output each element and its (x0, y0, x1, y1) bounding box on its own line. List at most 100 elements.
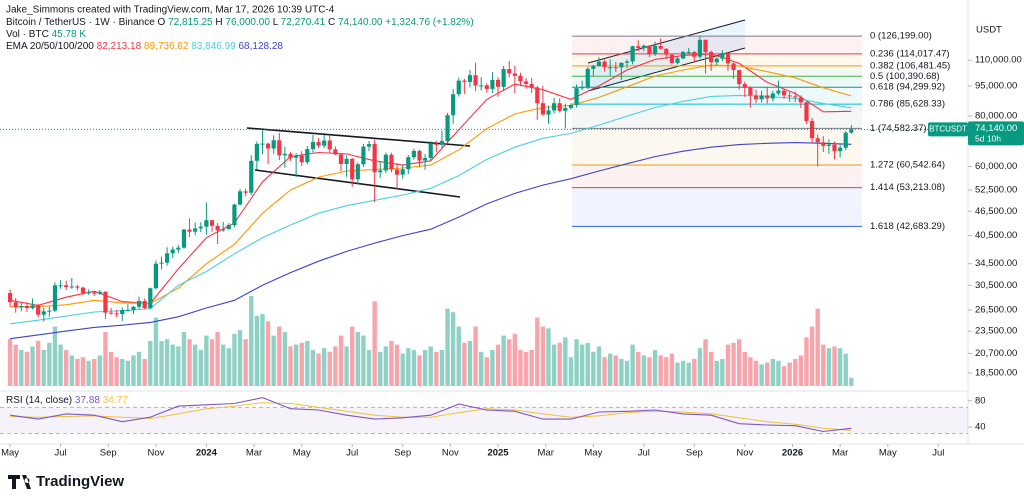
candle-body (546, 110, 551, 115)
candle-body (305, 149, 310, 163)
footer-logo: TradingView (8, 473, 124, 490)
volume-bar (153, 317, 159, 386)
volume-bar (535, 317, 540, 386)
candle-body (75, 286, 80, 288)
candle-body (585, 68, 590, 88)
volume-bar (288, 346, 293, 386)
ohlc-value: 74,140.00 (338, 17, 383, 28)
volume-bar (462, 342, 467, 386)
candle-body (333, 149, 338, 155)
volume-bar (512, 333, 518, 386)
candle-body (265, 143, 271, 149)
volume-bar (394, 344, 400, 386)
candle-body (237, 191, 243, 205)
rsi-ma-line (10, 402, 852, 431)
volume-bar (815, 308, 820, 386)
volume-bar (181, 332, 187, 386)
x-tick-label: Mar (832, 448, 848, 459)
candle-body (114, 313, 119, 315)
candle-body (316, 142, 321, 146)
candle-body (153, 263, 159, 289)
x-tick-label: Nov (442, 448, 459, 459)
y-tick-label: 46,500.00 (975, 206, 1017, 217)
candle-body (793, 96, 798, 98)
x-tick-label: May (584, 448, 602, 459)
candle-body (776, 90, 781, 94)
candle-body (47, 310, 52, 312)
candle-body (675, 58, 680, 63)
candle-body (434, 143, 439, 145)
volume-bar (563, 337, 568, 386)
y-tick-label: 110,000.00 (975, 55, 1022, 66)
candle-body (451, 94, 456, 116)
candle-body (568, 105, 574, 108)
candle-body (490, 79, 495, 89)
candle-body (92, 292, 97, 294)
candle-body (13, 302, 18, 308)
rsi-tick-label: 40 (975, 421, 986, 432)
candle-body (142, 300, 147, 309)
price-tag-bg (968, 121, 1024, 146)
volume-bar (30, 346, 35, 386)
volume-bar (383, 346, 389, 386)
volume-bar (501, 335, 506, 386)
volume-bar (103, 332, 108, 386)
candle-body (540, 103, 545, 115)
change: +1,324.76 (+1.82%) (385, 17, 473, 28)
candle-body (512, 73, 517, 76)
legend-row: Vol · BTC 45.78 K (6, 29, 86, 40)
fib-zone (572, 65, 862, 77)
candle-body (709, 52, 714, 63)
volume-bar (434, 351, 439, 386)
candle-body (417, 150, 422, 161)
ohlc-value: 72,815.25 (168, 17, 213, 28)
volume-bar (731, 342, 736, 386)
candle-body (170, 249, 175, 254)
volume-bar (736, 339, 742, 386)
volume-bar (826, 348, 832, 386)
candle-body (24, 306, 30, 309)
volume-bar (321, 348, 327, 386)
candle-body (64, 285, 69, 288)
candle-body (495, 79, 501, 87)
candle-body (815, 138, 820, 143)
rsi-tick-label: 80 (975, 395, 986, 406)
legend-row: EMA 20/50/100/200 82,213.18 89,736.62 83… (6, 41, 283, 52)
candle-body (765, 95, 770, 99)
candle-body (748, 87, 753, 96)
volume-bar (495, 344, 501, 386)
volume-bar (624, 360, 630, 386)
candle-body (198, 226, 203, 229)
volume-bar (680, 360, 686, 386)
x-tick-label: 2024 (196, 448, 218, 459)
volume-bar (232, 333, 237, 386)
candle-body (282, 153, 288, 156)
candle-body (518, 75, 523, 82)
candle-body (193, 228, 198, 232)
volume-bar (669, 353, 675, 386)
candle-body (294, 155, 299, 158)
candle-body (41, 311, 46, 315)
fib-label: 1.618 (42,683.29) (870, 221, 945, 232)
volume-bar (776, 360, 781, 386)
volume-bar (265, 321, 271, 386)
volume-bar (725, 344, 731, 386)
x-tick-label: Sep (394, 448, 411, 459)
volume-bar (80, 357, 86, 386)
volume-bar (136, 351, 142, 386)
x-tick-label: Mar (538, 448, 554, 459)
ema-label: EMA 20/50/100/200 (6, 41, 94, 52)
rsi-line (10, 397, 852, 433)
x-tick-label: Mar (246, 448, 262, 459)
volume-bar (664, 357, 669, 386)
volume-bar (770, 359, 776, 386)
candle-body (669, 54, 674, 63)
volume-bar (708, 351, 714, 386)
ohlc-key: C (328, 17, 335, 28)
candle-body (226, 225, 231, 230)
volume-bar (821, 344, 826, 386)
symbol: Bitcoin / TetherUS · 1W · Binance (6, 17, 155, 28)
logo-icon (8, 475, 31, 489)
volume-bar (7, 339, 13, 386)
candle-body (838, 147, 843, 152)
